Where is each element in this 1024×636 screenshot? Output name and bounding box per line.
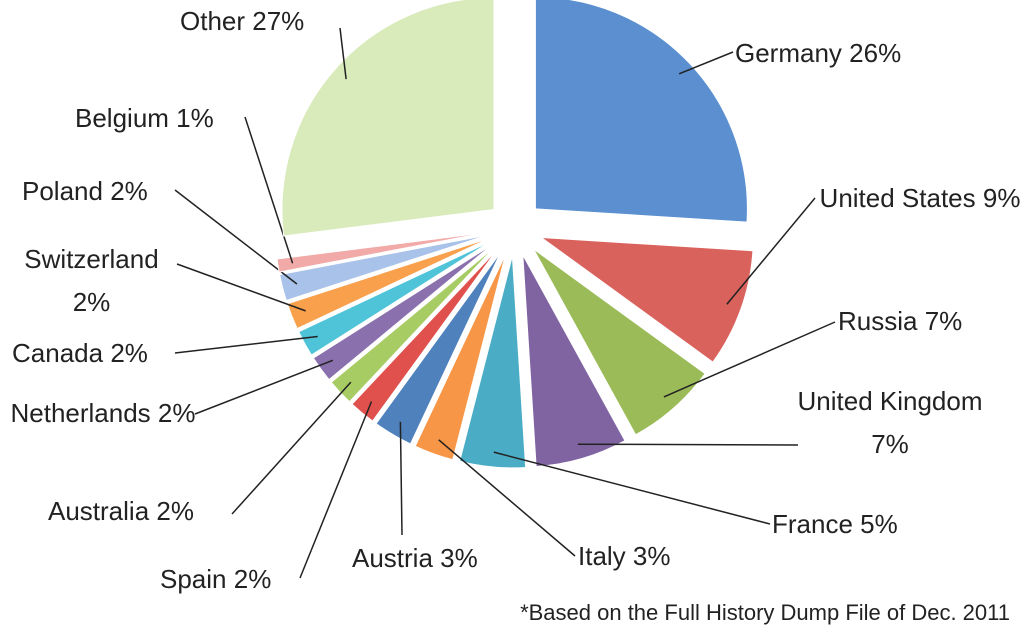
label-value: 5%: [860, 509, 898, 539]
leader-line: [577, 443, 799, 446]
data-label: Belgium 1%: [75, 97, 214, 140]
leader-line: [231, 381, 352, 515]
pie-slice: [459, 255, 527, 469]
label-category: France: [772, 509, 853, 539]
label-category: Russia: [838, 306, 918, 336]
pie-slice: [522, 254, 626, 468]
pie-slice: [414, 254, 506, 461]
data-label: Germany 26%: [735, 32, 901, 75]
pie-slice: [351, 249, 498, 422]
data-label: Russia 7%: [838, 300, 962, 343]
leader-line: [678, 51, 734, 75]
leader-line: [194, 359, 334, 415]
label-category: Belgium: [75, 103, 169, 133]
pie-slice: [276, 231, 488, 273]
pie-slice: [539, 236, 754, 363]
label-value: 27%: [252, 6, 305, 36]
leader-line: [493, 451, 771, 525]
pie-slice: [312, 244, 493, 381]
label-category: United States: [819, 183, 976, 213]
leader-line: [244, 116, 294, 264]
label-value: 2%: [156, 496, 194, 526]
data-label: France 5%: [772, 503, 898, 546]
label-category: Italy: [578, 541, 626, 571]
pie-slice: [534, 0, 748, 223]
leader-line: [438, 439, 576, 557]
label-category: Switzerland: [24, 244, 159, 274]
label-value: 9%: [982, 183, 1021, 213]
pie-slice: [375, 251, 502, 445]
leader-line: [174, 189, 298, 285]
data-label: Poland 2%: [22, 170, 148, 213]
pie-slice: [297, 241, 491, 356]
pie-slice: [533, 248, 706, 436]
label-value: 3%: [632, 541, 671, 571]
label-category: Austria: [352, 543, 433, 573]
label-category: Netherlands: [10, 398, 151, 428]
pie-slice: [330, 246, 495, 403]
label-category: United Kingdom: [797, 386, 983, 416]
leader-line: [726, 197, 816, 305]
data-label: Italy 3%: [578, 535, 671, 578]
leader-line: [176, 263, 306, 312]
footnote: *Based on the Full History Dump File of …: [520, 600, 1010, 625]
data-label: United Kingdom 7%: [795, 380, 985, 466]
data-label: Netherlands 2%: [8, 392, 198, 435]
leader-line: [399, 421, 403, 536]
data-label: Canada 2%: [12, 332, 148, 375]
leader-line: [299, 401, 373, 579]
leader-line: [339, 27, 347, 80]
pie-slice: [279, 234, 489, 302]
label-category: Spain: [160, 564, 227, 594]
label-category: Poland: [22, 176, 103, 206]
label-value: 2%: [110, 338, 148, 368]
data-label: Australia 2%: [48, 490, 194, 533]
label-value: 2%: [157, 398, 196, 428]
leader-line: [174, 335, 318, 354]
label-value: 1%: [176, 103, 214, 133]
data-label: United States 9%: [815, 177, 1024, 220]
label-value: 7%: [924, 306, 963, 336]
leader-line: [663, 321, 836, 398]
label-category: Australia: [48, 496, 150, 526]
label-category: Germany: [735, 38, 842, 68]
data-label: Austria 3%: [352, 537, 478, 580]
data-label: Other 27%: [180, 0, 304, 43]
label-value: 2%: [72, 287, 111, 317]
data-label: Spain 2%: [160, 558, 271, 601]
label-value: 26%: [849, 38, 902, 68]
pie-slice: [281, 0, 495, 237]
data-label: Switzerland 2%: [4, 238, 179, 324]
label-value: 7%: [871, 429, 909, 459]
label-category: Canada: [12, 338, 104, 368]
label-value: 3%: [440, 543, 478, 573]
label-category: Other: [180, 6, 246, 36]
label-value: 2%: [233, 564, 272, 594]
label-value: 2%: [110, 176, 148, 206]
